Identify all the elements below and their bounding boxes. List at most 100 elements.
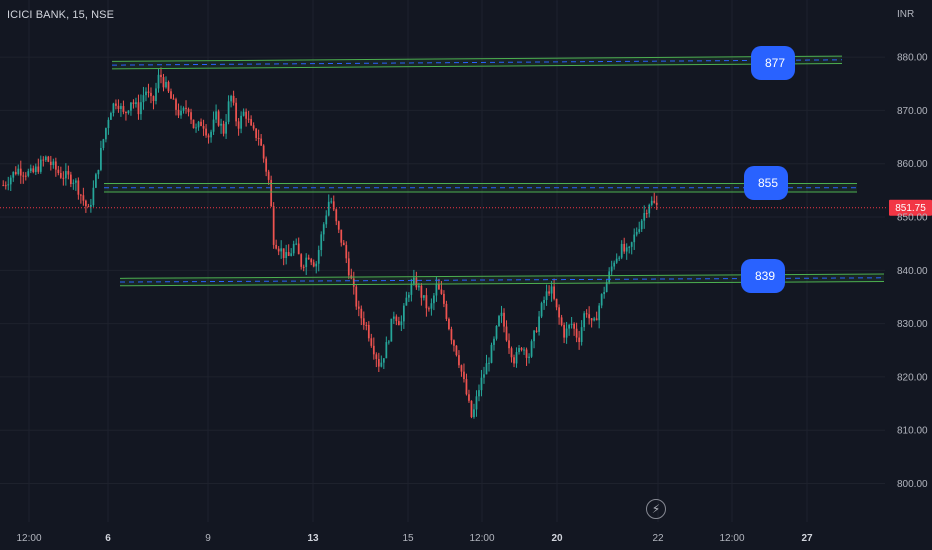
zone-839[interactable]: 839 <box>119 259 885 293</box>
candle-body <box>150 92 152 97</box>
candle-body <box>32 168 35 173</box>
zone-mid-line <box>119 277 885 283</box>
candle-body <box>367 324 370 339</box>
candle-body <box>385 342 388 359</box>
candle-body <box>495 325 498 339</box>
candle-body <box>87 206 90 208</box>
candle-body <box>548 291 550 294</box>
candle-body <box>22 175 25 177</box>
candle-body <box>160 74 162 78</box>
candle-body <box>297 243 300 255</box>
x-tick-label: 27 <box>801 533 813 544</box>
candle-body <box>79 194 82 196</box>
candle-body <box>397 321 400 326</box>
candle-body <box>650 200 653 205</box>
candle-body <box>430 303 433 309</box>
time-axis[interactable]: 12:00 6 9 13 15 12:00 20 22 12:00 27 <box>16 533 813 544</box>
candle-body <box>407 294 410 298</box>
candle-body <box>365 324 368 326</box>
candle-body <box>255 128 258 138</box>
candle-body <box>187 108 190 113</box>
candle-body <box>382 358 385 363</box>
candle-body <box>613 262 616 267</box>
candle-body <box>282 248 285 259</box>
candle-body <box>182 107 185 111</box>
candle-body <box>90 204 92 207</box>
candle-body <box>395 316 398 322</box>
candle-body <box>82 195 85 201</box>
candle-body <box>530 341 533 357</box>
candle-body <box>325 215 328 225</box>
candle-body <box>230 95 232 102</box>
candle-body <box>480 377 483 391</box>
candle-body <box>250 119 253 126</box>
candle-body <box>59 173 62 178</box>
candle-body <box>155 88 157 102</box>
candle-body <box>74 180 77 183</box>
candle-body <box>443 293 445 304</box>
candle-body <box>19 168 22 176</box>
candle-body <box>377 359 380 367</box>
zone-877[interactable]: 877 <box>111 46 843 80</box>
candle-body <box>423 295 425 298</box>
candle-body <box>543 299 545 304</box>
candle-body <box>352 278 355 287</box>
candle-body <box>4 185 7 187</box>
candle-body <box>347 258 350 276</box>
y-tick-label: 860.00 <box>897 159 928 170</box>
x-tick-label: 12:00 <box>16 533 41 544</box>
candle-body <box>27 171 30 176</box>
candle-body <box>610 266 613 272</box>
candle-body <box>445 303 448 319</box>
candle-body <box>115 103 117 106</box>
candle-body <box>465 379 468 395</box>
candle-body <box>493 338 495 345</box>
candle-body <box>127 110 130 114</box>
candle-body <box>112 103 115 114</box>
zone-label-877[interactable]: 877 <box>751 46 795 80</box>
currency-label: INR <box>897 9 915 20</box>
support-resistance-zones[interactable]: 877 855 839 <box>104 46 885 293</box>
candle-body <box>545 291 548 300</box>
candle-body <box>405 297 408 306</box>
zone-top-line <box>111 55 843 62</box>
candle-body <box>192 119 195 129</box>
candle-body <box>458 355 460 366</box>
candle-body <box>170 91 172 99</box>
price-axis[interactable]: 800.00 810.00 820.00 830.00 840.00 850.00 860.… <box>897 53 928 490</box>
zone-label-839[interactable]: 839 <box>741 259 785 293</box>
zone-label-855[interactable]: 855 <box>744 166 788 200</box>
candle-body <box>292 243 295 254</box>
candle-body <box>553 286 555 299</box>
candle-body <box>345 245 348 259</box>
x-tick-label: 12:00 <box>719 533 744 544</box>
zone-855[interactable]: 855 <box>104 166 857 200</box>
candle-body <box>573 323 575 329</box>
candle-body <box>212 119 215 132</box>
candle-body <box>72 182 75 185</box>
candle-body <box>598 305 601 321</box>
lightning-bolt-icon[interactable]: ⚡ <box>646 499 666 519</box>
last-price-tag <box>889 199 932 216</box>
candle-body <box>453 340 455 346</box>
candle-body <box>498 316 500 326</box>
candle-body <box>142 95 145 103</box>
candle-body <box>205 128 207 136</box>
candle-body <box>590 318 593 321</box>
candlestick-series <box>2 67 658 419</box>
candle-body <box>102 139 105 148</box>
candle-body <box>177 109 180 116</box>
symbol-title[interactable]: ICICI BANK, 15, NSE <box>7 9 115 21</box>
candle-body <box>327 201 330 216</box>
candle-body <box>14 171 17 175</box>
candle-body <box>618 257 621 259</box>
candle-body <box>215 111 217 120</box>
candle-body <box>175 99 177 110</box>
candle-body <box>528 356 530 358</box>
candle-body <box>355 286 358 307</box>
candle-body <box>615 258 618 263</box>
candle-body <box>285 252 288 259</box>
candle-body <box>483 374 485 378</box>
candle-body <box>44 156 47 161</box>
